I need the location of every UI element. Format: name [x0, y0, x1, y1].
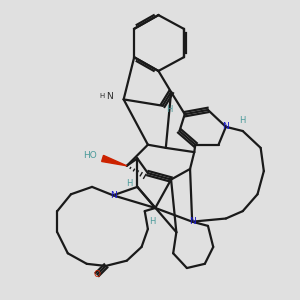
Text: H: H	[99, 93, 105, 99]
Text: H: H	[166, 105, 172, 114]
Text: H: H	[240, 116, 246, 125]
Text: H: H	[126, 179, 132, 188]
Text: N: N	[223, 122, 229, 131]
Text: N: N	[189, 217, 196, 226]
Text: O: O	[94, 270, 101, 279]
Text: H: H	[149, 217, 155, 226]
Polygon shape	[102, 155, 127, 166]
Text: N: N	[106, 92, 113, 101]
Text: N: N	[110, 191, 116, 200]
Text: HO: HO	[83, 151, 97, 160]
